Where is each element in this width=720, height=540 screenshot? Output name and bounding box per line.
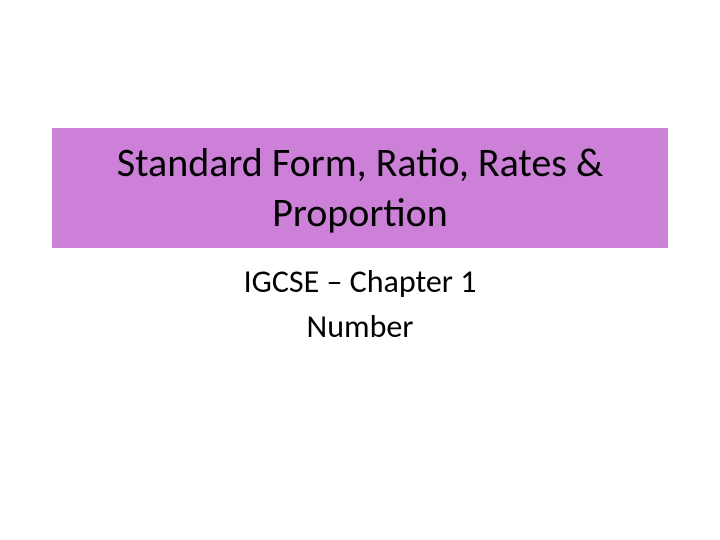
slide-title: Standard Form, Ratio, Rates & Proportion <box>72 138 648 238</box>
title-box: Standard Form, Ratio, Rates & Proportion <box>52 128 668 248</box>
subtitle-container: IGCSE – Chapter 1 Number <box>52 260 668 350</box>
subtitle-line-1: IGCSE – Chapter 1 <box>52 260 668 305</box>
subtitle-line-2: Number <box>52 305 668 350</box>
